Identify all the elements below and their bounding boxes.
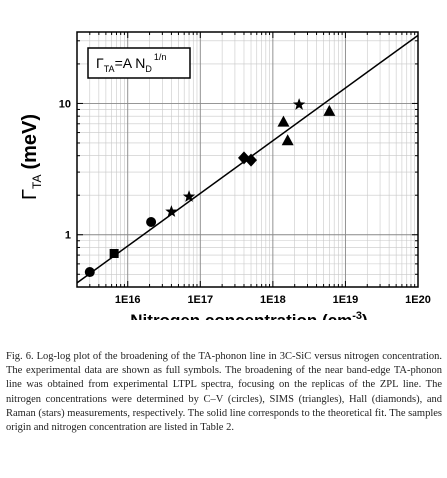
circle-marker xyxy=(84,267,95,278)
y-tick-label: 10 xyxy=(59,98,71,110)
formula-box: ΓTA=A ND1/n xyxy=(87,47,191,79)
x-tick-label: 1E19 xyxy=(333,294,359,306)
formula-n-sub: D xyxy=(145,64,152,74)
x-axis-label: Nitrogen concentration (cm-3) xyxy=(130,310,367,320)
x-axis-label-main: Nitrogen concentration (cm xyxy=(130,311,352,320)
y-axis-label-symbol: Γ xyxy=(19,189,41,200)
star-marker xyxy=(165,205,178,217)
triangle-marker xyxy=(277,115,290,127)
data-markers xyxy=(84,98,336,278)
square-marker xyxy=(109,248,119,258)
axis-ticks xyxy=(76,32,419,288)
diamond-marker xyxy=(245,153,258,167)
x-tick-label: 1E17 xyxy=(187,294,213,306)
svg-text:ΓTA=A ND1/n: ΓTA=A ND1/n xyxy=(96,52,166,74)
formula-mid: =A N xyxy=(115,55,146,71)
circle-marker xyxy=(146,217,157,228)
tick-labels: 1E16 1E17 1E18 1E19 1E20 1 10 xyxy=(59,98,431,306)
x-tick-label: 1E20 xyxy=(405,294,431,306)
y-axis-label-sub: TA xyxy=(30,175,44,189)
y-axis-label: ΓTA (meV) xyxy=(19,114,44,200)
formula-lhs-sub: TA xyxy=(104,64,115,74)
x-tick-label: 1E18 xyxy=(260,294,286,306)
figure-caption: Fig. 6. Log-log plot of the broadening o… xyxy=(6,351,442,434)
star-marker xyxy=(292,98,306,110)
star-marker xyxy=(182,190,196,202)
x-tick-label: 1E16 xyxy=(115,294,141,306)
triangle-marker xyxy=(281,134,294,146)
y-axis-label-unit: (meV) xyxy=(19,114,41,170)
x-axis-label-sup: -3 xyxy=(352,310,362,320)
plot-frame xyxy=(76,31,419,288)
formula-lhs: Γ xyxy=(96,55,104,71)
triangle-marker xyxy=(323,104,336,116)
x-axis-label-end: ) xyxy=(362,311,368,320)
y-tick-label: 1 xyxy=(65,230,71,242)
formula-exp: 1/n xyxy=(154,52,167,62)
